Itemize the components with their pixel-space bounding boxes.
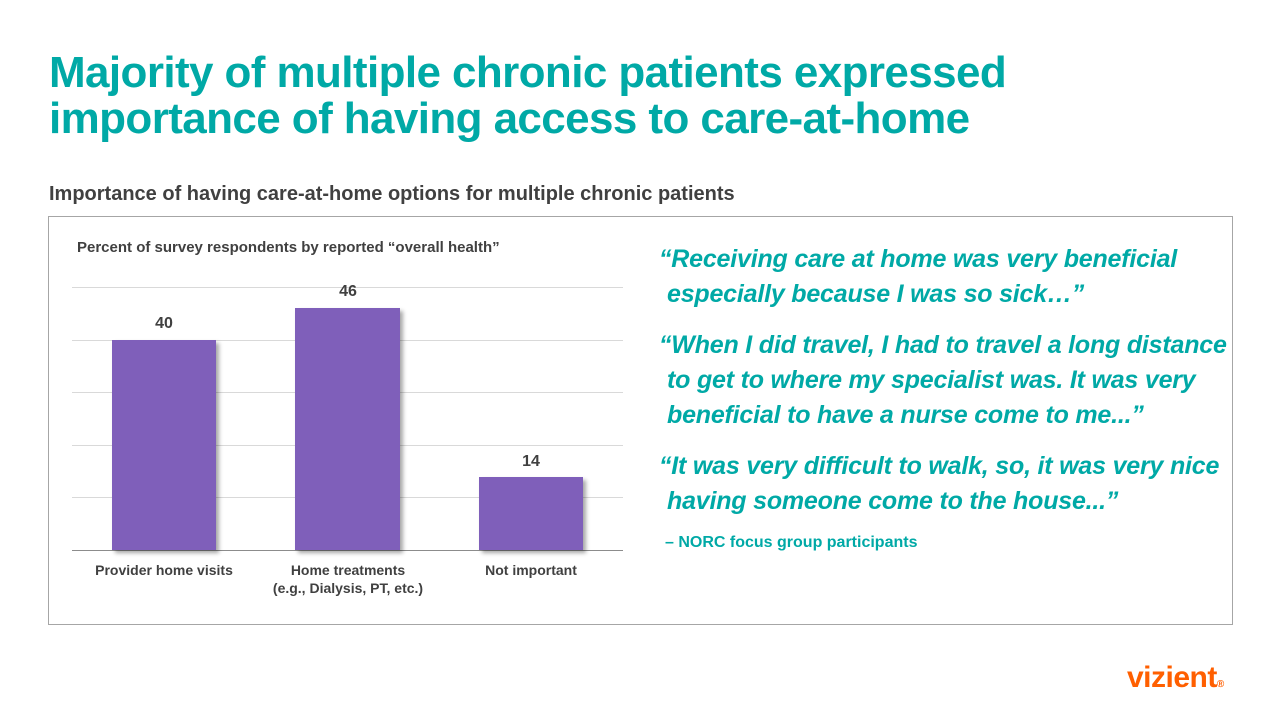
logo-registered-mark: ® [1216, 679, 1224, 690]
quotes-panel: “Receiving care at home was very benefic… [659, 242, 1229, 553]
value-label-not-important: 14 [522, 453, 540, 470]
category-label-line: Not important [485, 562, 577, 578]
chart-title: Percent of survey respondents by reporte… [77, 239, 500, 256]
value-label-provider-home-visits: 40 [155, 315, 173, 332]
bar-chart: 40 46 14 [72, 270, 623, 552]
category-label-not-important: Not important [436, 561, 626, 579]
content-frame [48, 216, 1233, 625]
gridline-50 [72, 287, 623, 288]
category-label-line: (e.g., Dialysis, PT, etc.) [272, 580, 424, 596]
x-axis-line [72, 550, 623, 551]
slide-title: Majority of multiple chronic patients ex… [49, 48, 1007, 143]
category-label-home-treatments: Home treatments (e.g., Dialysis, PT, etc… [253, 561, 443, 597]
category-label-provider-home-visits: Provider home visits [69, 561, 259, 579]
bar-not-important [479, 477, 583, 550]
value-label-home-treatments: 46 [339, 283, 357, 300]
bar-provider-home-visits [112, 340, 216, 550]
category-label-line: Home treatments [290, 562, 406, 578]
vizient-logo: vizient® [1127, 660, 1224, 703]
quote-3: “It was very difficult to walk, so, it w… [659, 452, 1220, 515]
bar-home-treatments [295, 308, 400, 550]
quote-2: “When I did travel, I had to travel a lo… [659, 331, 1227, 429]
category-label-line: Provider home visits [95, 562, 233, 578]
logo-text: vizient [1127, 661, 1217, 694]
slide-subtitle: Importance of having care-at-home option… [49, 183, 735, 205]
quote-attribution: – NORC focus group participants [665, 534, 918, 551]
quote-1: “Receiving care at home was very benefic… [659, 245, 1178, 308]
